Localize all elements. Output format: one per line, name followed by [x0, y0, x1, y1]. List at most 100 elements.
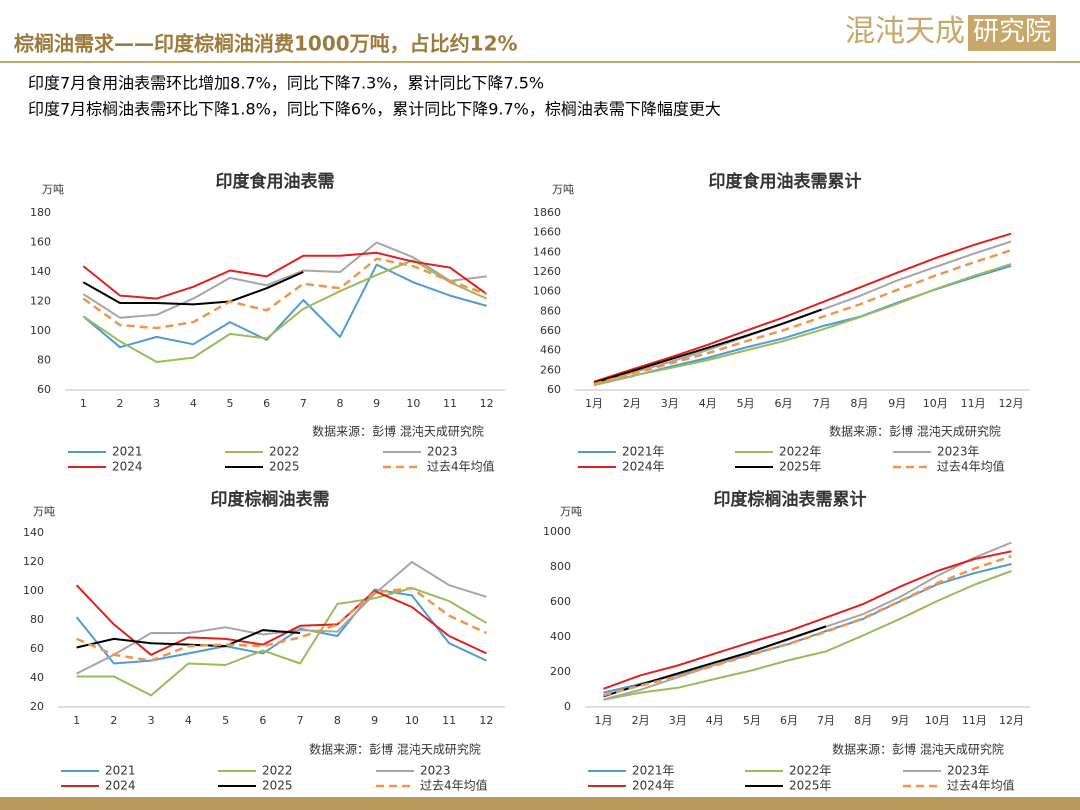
legend-label: 2021年 [622, 445, 665, 459]
series-line [603, 570, 1012, 701]
x-tick-label: 10月 [923, 397, 948, 410]
legend-label: 2025 [269, 460, 300, 474]
y-tick-label: 140 [30, 265, 51, 278]
note: 印度7月食用油表需环比增加8.7%，同比下降7.3%，累计同比下降7.5% [28, 74, 544, 93]
y-tick-label: 1660 [533, 226, 561, 239]
x-tick-label: 9月 [888, 397, 906, 410]
y-tick-label: 460 [540, 344, 561, 357]
legend-label: 过去4年均值 [937, 459, 1005, 474]
y-tick-label: 180 [30, 206, 51, 219]
y-tick-label: 260 [540, 363, 561, 376]
series-line [82, 259, 488, 363]
x-tick-label: 2 [110, 714, 117, 727]
chart-title: 印度棕榈油表需 [211, 489, 330, 510]
y-tick-label: 660 [540, 324, 561, 337]
x-tick-label: 5 [227, 397, 234, 410]
x-tick-label: 5月 [737, 397, 755, 410]
legend-label: 2025年 [789, 779, 832, 793]
series-line [82, 241, 487, 319]
series-line [75, 588, 487, 665]
y-unit: 万吨 [33, 505, 55, 518]
y-tick-label: 20 [30, 700, 44, 713]
x-tick-label: 3月 [661, 397, 679, 410]
footer-bar [0, 797, 1080, 810]
legend-label: 2021年 [632, 764, 675, 778]
x-tick-label: 6月 [775, 397, 793, 410]
x-tick-label: 3 [148, 714, 155, 727]
legend-label: 2021 [105, 764, 136, 778]
legend-label: 2024 [112, 460, 143, 474]
legend-label: 2024 [105, 779, 136, 793]
legend-label: 2021 [112, 445, 143, 459]
x-tick-label: 4月 [699, 397, 717, 410]
x-tick-label: 12 [480, 397, 494, 410]
series-line [82, 271, 304, 306]
y-tick-label: 120 [30, 295, 51, 308]
y-tick-label: 1260 [533, 265, 561, 278]
x-tick-label: 5 [222, 714, 229, 727]
source: 数据来源：彭博 混沌天成研究院 [829, 424, 1001, 439]
x-tick-label: 6 [263, 397, 270, 410]
x-tick-label: 12 [479, 714, 493, 727]
y-tick-label: 120 [23, 555, 44, 568]
y-tick-label: 40 [30, 671, 44, 684]
y-tick-label: 80 [37, 354, 51, 367]
series-line [603, 625, 827, 698]
y-tick-label: 1460 [533, 245, 561, 258]
y-tick-label: 400 [550, 630, 571, 643]
y-tick-label: 60 [547, 383, 561, 396]
legend-label: 2023 [427, 445, 458, 459]
x-tick-label: 9 [373, 397, 380, 410]
x-tick-label: 1 [73, 714, 80, 727]
series-line [593, 249, 1012, 386]
y-unit: 万吨 [42, 183, 64, 196]
x-tick-label: 8 [337, 397, 344, 410]
legend-label: 2022年 [779, 445, 822, 459]
x-tick-label: 11 [442, 714, 456, 727]
x-tick-label: 8月 [854, 714, 872, 727]
x-tick-label: 1 [80, 397, 87, 410]
legend-label: 2023年 [937, 445, 980, 459]
legend-label: 2025 [262, 779, 293, 793]
y-tick-label: 140 [23, 526, 44, 539]
y-tick-label: 1000 [543, 525, 571, 538]
logo-box-text: 研究院 [973, 17, 1051, 47]
y-tick-label: 1860 [533, 206, 561, 219]
x-tick-label: 7 [297, 714, 304, 727]
series-line [593, 263, 1012, 387]
y-tick-label: 0 [564, 700, 571, 713]
x-tick-label: 11月 [961, 397, 986, 410]
y-tick-label: 200 [550, 665, 571, 678]
source: 数据来源：彭博 混沌天成研究院 [309, 742, 481, 757]
y-tick-label: 600 [550, 595, 571, 608]
x-tick-label: 10 [406, 397, 420, 410]
x-tick-label: 11月 [962, 714, 987, 727]
series-line [76, 629, 301, 649]
legend-label: 2023 [420, 764, 451, 778]
x-tick-label: 11 [443, 397, 457, 410]
source: 数据来源：彭博 混沌天成研究院 [312, 424, 484, 439]
series-line [593, 308, 822, 384]
x-tick-label: 10月 [925, 714, 950, 727]
series-line [82, 257, 488, 330]
x-tick-label: 2月 [623, 397, 641, 410]
y-tick-label: 80 [30, 613, 44, 626]
legend-label: 2022 [269, 445, 300, 459]
y-tick-label: 160 [30, 236, 51, 249]
x-tick-label: 3月 [669, 714, 687, 727]
legend-label: 2025年 [779, 460, 822, 474]
y-tick-label: 100 [23, 584, 44, 597]
x-tick-label: 4 [190, 397, 197, 410]
x-tick-label: 6月 [780, 714, 798, 727]
x-tick-label: 6 [259, 714, 266, 727]
x-tick-label: 4 [185, 714, 192, 727]
chart-title: 印度食用油表需累计 [709, 171, 862, 192]
x-tick-label: 7 [300, 397, 307, 410]
y-tick-label: 100 [30, 324, 51, 337]
series-line [82, 263, 487, 349]
series-line [603, 554, 1012, 697]
x-tick-label: 1月 [595, 714, 613, 727]
x-tick-label: 12月 [999, 397, 1024, 410]
legend-label: 2022年 [789, 764, 832, 778]
